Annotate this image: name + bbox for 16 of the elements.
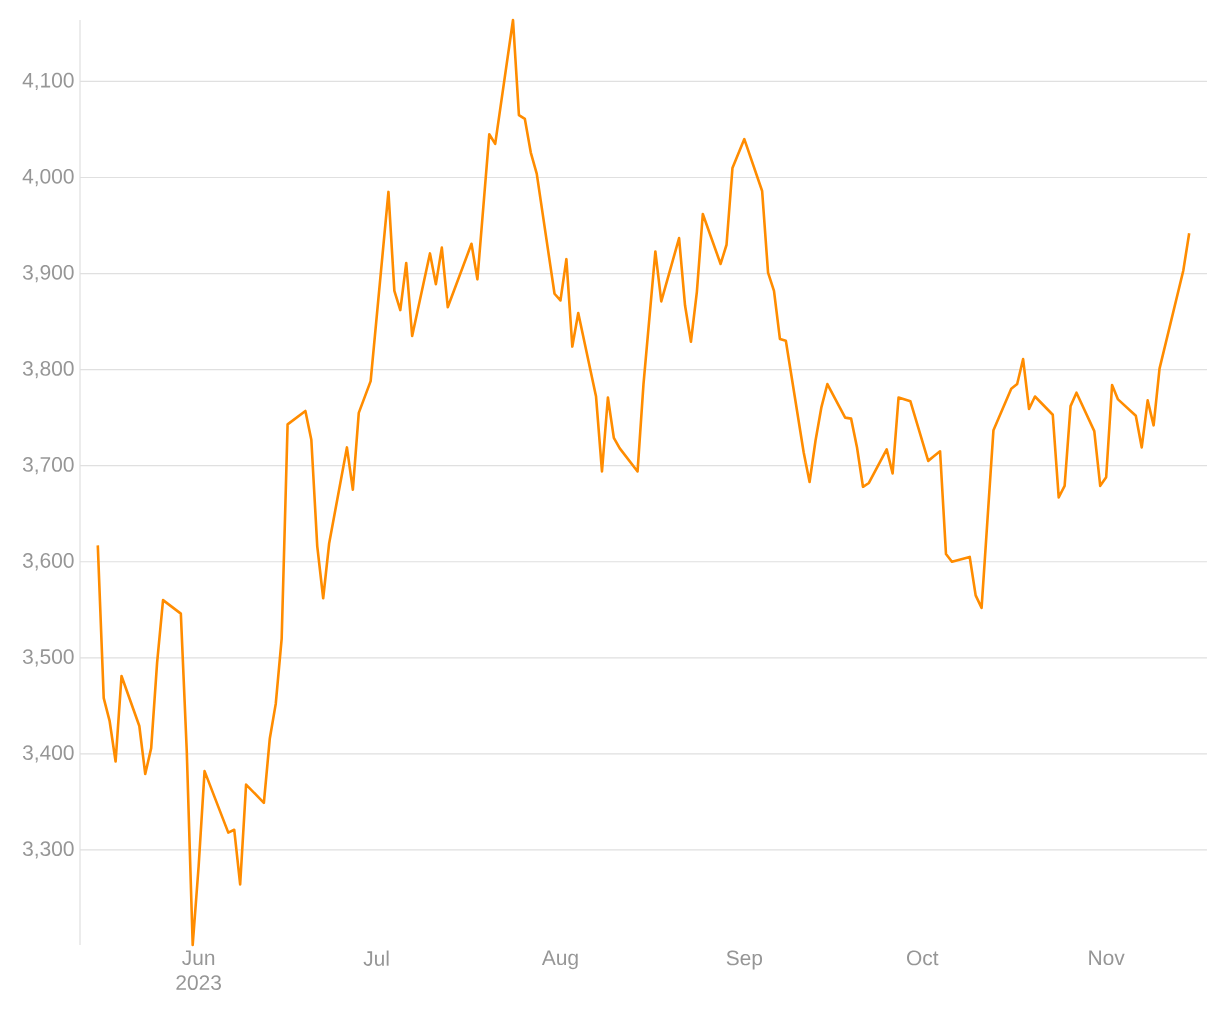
y-tick-label: 4,000 (22, 168, 74, 187)
x-tick-label: Sep (726, 950, 763, 970)
y-tick-label: 3,500 (22, 649, 74, 667)
x-tick-label: Jul (363, 950, 389, 966)
line-series (96, 18, 1191, 947)
y-tick-label: 3,700 (22, 457, 74, 475)
x-tick-label: Nov (1089, 950, 1125, 966)
x-tick-label: Jun 2023 (176, 950, 221, 991)
y-tick-label: 4,100 (22, 72, 74, 91)
y-tick-label: 3,400 (22, 745, 74, 763)
y-tick-label: 3,900 (22, 264, 74, 283)
y-tick-label: 3,300 (22, 841, 74, 859)
x-tick-label: Oct (906, 950, 939, 966)
x-tick-label: Aug (541, 950, 578, 970)
y-tick-label: 3,600 (22, 553, 74, 571)
y-tick-label: 3,800 (22, 360, 74, 379)
